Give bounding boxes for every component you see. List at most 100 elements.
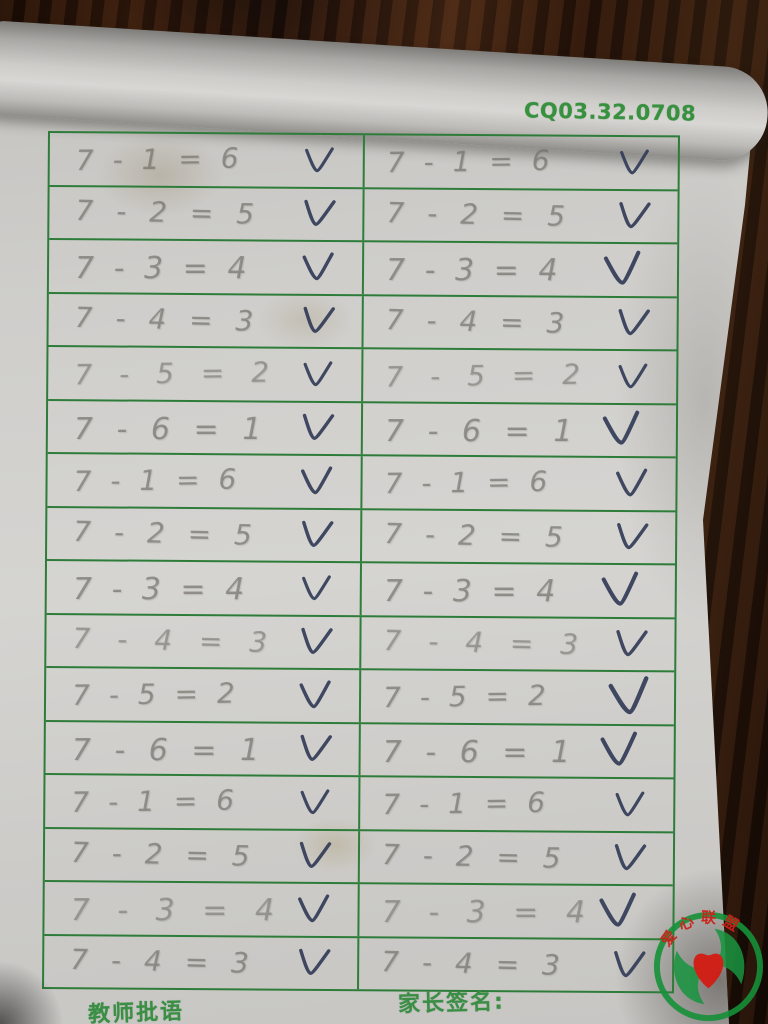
checkmark-icon <box>302 575 332 600</box>
checkmark-icon <box>600 731 638 766</box>
handwritten-equation: 7 - 4 = 3 <box>381 944 568 982</box>
worksheet-row: 7 - 4 = 3 7 - 4 = 3 <box>44 933 673 992</box>
equation-cell-right: 7 - 1 = 6 <box>363 456 676 510</box>
equation-cell-right: 7 - 2 = 5 <box>360 831 673 885</box>
equation-cell-left: 7 - 2 = 5 <box>49 186 365 241</box>
equation-cell-left: 7 - 6 = 1 <box>47 400 364 455</box>
equation-cell-left: 7 - 5 = 2 <box>45 668 362 722</box>
handwritten-equation: 7 - 2 = 5 <box>381 837 569 875</box>
checkmark-icon <box>618 363 648 389</box>
checkmark-icon <box>618 309 650 336</box>
worksheet-row: 7 - 2 = 5 7 - 2 = 5 <box>44 826 674 885</box>
checkmark-icon <box>300 789 330 814</box>
equation-cell-right: 7 - 4 = 3 <box>364 296 677 350</box>
equation-cell-right: 7 - 6 = 1 <box>363 403 676 457</box>
worksheet-row: 7 - 3 = 4 7 - 3 = 4 <box>44 879 673 938</box>
handwritten-equation: 7 - 5 = 2 <box>71 676 240 713</box>
handwritten-equation: 7 - 3 = 4 <box>75 251 252 287</box>
equation-cell-right: 7 - 3 = 4 <box>364 242 677 296</box>
handwritten-equation: 7 - 4 = 3 <box>383 623 588 661</box>
handwritten-equation: 7 - 2 = 5 <box>72 514 260 552</box>
checkmark-icon <box>303 307 336 334</box>
handwritten-equation: 7 - 3 = 4 <box>72 572 250 608</box>
handwritten-equation: 7 - 6 = 1 <box>73 411 269 447</box>
handwritten-equation: 7 - 4 = 3 <box>74 300 261 338</box>
checkmark-icon <box>302 521 334 548</box>
equation-cell-right: 7 - 3 = 4 <box>362 563 675 617</box>
handwritten-equation: 7 - 1 = 6 <box>75 141 244 178</box>
checkmark-icon <box>619 202 651 229</box>
equation-cell-left: 7 - 1 = 6 <box>47 454 363 508</box>
handwritten-equation: 7 - 6 = 1 <box>385 413 580 449</box>
worksheet-row: 7 - 2 = 5 7 - 2 = 5 <box>49 184 678 243</box>
equation-cell-right: 7 - 3 = 4 <box>360 884 673 938</box>
handwritten-equation: 7 - 2 = 5 <box>70 835 257 873</box>
equation-cell-left: 7 - 1 = 6 <box>45 774 361 829</box>
checkmark-icon <box>301 466 333 495</box>
worksheet-grid: 7 - 1 = 6 7 - 1 = 6 7 - 2 = 5 7 - 2 = 5 <box>42 131 680 994</box>
checkmark-icon <box>616 468 648 497</box>
worksheet-row: 7 - 1 = 6 7 - 1 = 6 <box>45 772 674 831</box>
checkmark-icon <box>299 949 331 976</box>
teacher-comment-label: 教师批语 <box>87 999 185 1024</box>
equation-cell-right: 7 - 2 = 5 <box>362 510 675 564</box>
checkmark-icon <box>300 842 332 869</box>
handwritten-equation: 7 - 6 = 1 <box>71 732 267 768</box>
equation-cell-left: 7 - 3 = 4 <box>48 240 365 294</box>
handwritten-equation: 7 - 1 = 6 <box>73 462 242 499</box>
handwritten-equation: 7 - 3 = 4 <box>381 895 595 931</box>
charity-logo-watermark: 爱心联盟 <box>649 905 768 1024</box>
equation-cell-left: 7 - 4 = 3 <box>44 935 360 990</box>
checkmark-icon <box>614 844 647 871</box>
handwritten-equation: 7 - 2 = 5 <box>386 195 573 233</box>
equation-cell-right: 7 - 4 = 3 <box>359 938 672 992</box>
worksheet-row: 7 - 5 = 2 7 - 5 = 2 <box>48 345 677 403</box>
equation-cell-left: 7 - 2 = 5 <box>44 828 361 883</box>
worksheet-row: 7 - 6 = 1 7 - 6 = 1 <box>47 398 677 457</box>
equation-cell-right: 7 - 6 = 1 <box>361 724 674 778</box>
charity-logo: 爱心联盟 <box>653 908 764 1022</box>
worksheet-row: 7 - 6 = 1 7 - 6 = 1 <box>45 719 674 778</box>
equation-cell-left: 7 - 1 = 6 <box>49 133 366 187</box>
handwritten-equation: 7 - 2 = 5 <box>75 193 262 231</box>
worksheet-row: 7 - 4 = 3 7 - 4 = 3 <box>48 291 677 350</box>
handwritten-equation: 7 - 1 = 6 <box>386 144 555 180</box>
equation-cell-left: 7 - 2 = 5 <box>47 507 363 562</box>
checkmark-icon <box>617 523 649 550</box>
handwritten-equation: 7 - 3 = 4 <box>384 574 561 610</box>
equation-cell-right: 7 - 1 = 6 <box>360 777 673 831</box>
equation-cell-left: 7 - 4 = 3 <box>48 293 365 348</box>
handwritten-equation: 7 - 4 = 3 <box>69 942 257 980</box>
handwritten-equation: 7 - 6 = 1 <box>382 734 578 770</box>
checkmark-icon <box>603 250 641 285</box>
checkmark-icon <box>599 892 636 927</box>
checkmark-icon <box>614 951 646 978</box>
checkmark-icon <box>300 735 333 762</box>
equation-cell-left: 7 - 3 = 4 <box>44 881 360 936</box>
checkmark-icon <box>608 675 649 714</box>
checkmark-icon <box>305 147 335 172</box>
equation-cell-right: 7 - 5 = 2 <box>363 349 676 403</box>
handwritten-equation: 7 - 4 = 3 <box>385 302 572 340</box>
handwritten-equation: 7 - 1 = 6 <box>384 465 553 501</box>
checkmark-icon <box>303 414 335 441</box>
checkmark-icon <box>601 571 639 606</box>
equation-cell-right: 7 - 5 = 2 <box>361 670 674 724</box>
handwritten-equation: 7 - 2 = 5 <box>384 516 571 554</box>
equation-cell-left: 7 - 3 = 4 <box>46 561 363 615</box>
handwritten-equation: 7 - 1 = 6 <box>71 783 240 820</box>
worksheet-row: 7 - 1 = 6 7 - 1 = 6 <box>49 133 678 189</box>
worksheet-row: 7 - 5 = 2 7 - 5 = 2 <box>45 666 675 724</box>
checkmark-icon <box>304 200 336 227</box>
worksheet-row: 7 - 3 = 4 7 - 3 = 4 <box>48 238 678 296</box>
handwritten-equation: 7 - 3 = 4 <box>386 253 563 289</box>
checkmark-icon <box>299 680 331 708</box>
page-code: CQ03.32.0708 <box>523 98 697 126</box>
worksheet-row: 7 - 1 = 6 7 - 1 = 6 <box>47 452 676 510</box>
worksheet-row: 7 - 3 = 4 7 - 3 = 4 <box>46 559 675 617</box>
checkmark-icon <box>298 894 330 922</box>
handwritten-equation: 7 - 1 = 6 <box>382 786 551 822</box>
equation-cell-right: 7 - 2 = 5 <box>364 189 677 243</box>
equation-cell-left: 7 - 4 = 3 <box>46 614 362 669</box>
